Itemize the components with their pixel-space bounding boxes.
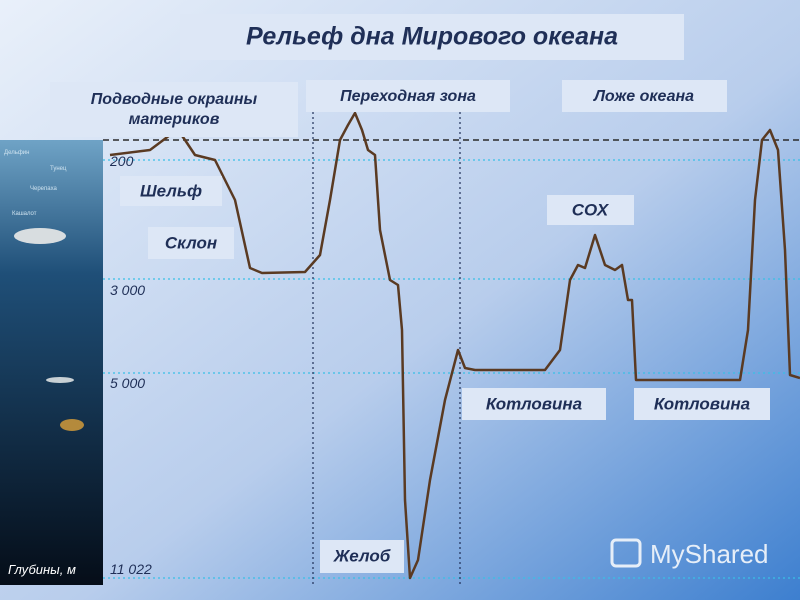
whale [14,228,66,244]
feature-label: Котловина [486,394,582,413]
feature-box [547,195,634,225]
zone-box [562,80,727,112]
zone-box [306,80,510,112]
feature-box [320,540,404,573]
ocean-illustration [0,140,103,585]
feature-box [634,388,770,420]
zone-label: Ложе океана [593,88,694,105]
depth-axis-label: Глубины, м [8,562,76,577]
creature-label: Кашалот [12,211,37,217]
feature-label: Котловина [654,394,750,413]
zone-label: Подводные окраины [91,91,258,108]
depth-label: 200 [109,153,134,169]
feature-label: Шельф [140,181,202,200]
title: Рельеф дна Мирового океана [246,23,618,51]
feature-label: Склон [165,233,217,252]
seabed-profile [109,111,800,580]
watermark: MyShared [650,539,769,569]
depth-label: 5 000 [110,375,145,391]
fish [60,419,84,431]
depth-label: 11 022 [110,561,152,577]
zone-box [50,82,298,137]
zone-label: материков [129,111,220,128]
feature-label: СОХ [572,200,610,219]
zone-dividers [312,112,461,585]
creature-label: Черепаха [30,186,58,192]
title-box [180,14,684,60]
fish [46,377,74,383]
watermark-icon [610,538,642,568]
depth-lines [103,159,800,579]
depth-label: 3 000 [110,282,145,298]
feature-box [462,388,606,420]
feature-label: Желоб [333,546,391,565]
zone-label: Переходная зона [340,88,476,105]
creature-label: Тунец [50,166,67,172]
feature-box [120,176,222,206]
creature-label: Дельфин [4,150,29,156]
feature-box [148,227,234,259]
